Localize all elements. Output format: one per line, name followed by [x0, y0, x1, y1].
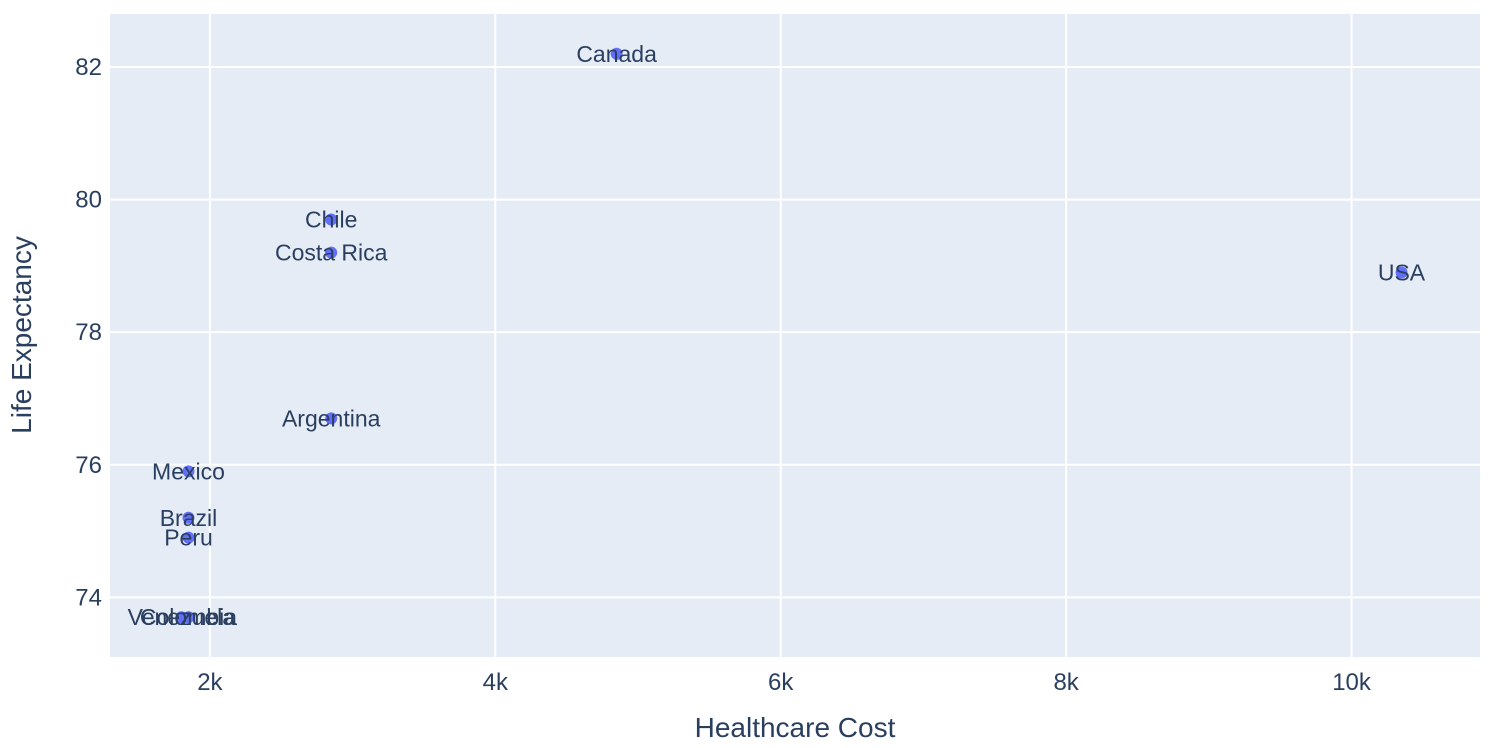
point-label: Mexico	[152, 458, 225, 484]
data-point	[610, 47, 623, 60]
y-tick-label: 78	[75, 319, 102, 346]
x-tick-label: 6k	[768, 669, 794, 696]
data-points	[175, 47, 1408, 624]
x-axis-title: Healthcare Cost	[695, 712, 896, 743]
point-label: Argentina	[282, 405, 381, 431]
x-tick-label: 2k	[197, 669, 223, 696]
data-point	[325, 412, 338, 425]
x-tick-label: 10k	[1332, 669, 1372, 696]
point-label: Costa Rica	[275, 240, 388, 266]
y-tick-label: 82	[75, 54, 102, 81]
grid-lines	[110, 14, 1480, 657]
point-label: Chile	[305, 206, 357, 232]
point-label: USA	[1378, 260, 1426, 286]
point-label: Brazil	[160, 505, 218, 531]
y-tick-label: 80	[75, 187, 102, 214]
y-tick-label: 74	[75, 584, 102, 611]
point-label: Colombia	[140, 604, 237, 630]
data-point	[182, 511, 195, 524]
point-labels: Canada Chile Costa Rica USA Argentina Mexico B…	[128, 41, 1426, 630]
data-point	[325, 213, 338, 226]
x-axis-ticks: 2k 4k 6k 8k 10k	[197, 669, 1372, 696]
data-point	[182, 465, 195, 478]
plot-background	[110, 14, 1480, 657]
point-label: Canada	[576, 41, 657, 67]
point-label: Venezuela	[128, 604, 236, 630]
y-axis-ticks: 74 76 78 80 82	[75, 54, 102, 611]
y-axis-title: Life Expectancy	[6, 236, 37, 434]
point-label: Peru	[164, 525, 213, 551]
data-point	[1395, 266, 1408, 279]
data-point	[325, 246, 338, 259]
x-tick-label: 4k	[483, 669, 509, 696]
data-point	[182, 531, 195, 544]
x-tick-label: 8k	[1053, 669, 1079, 696]
data-point	[182, 611, 195, 624]
y-tick-label: 76	[75, 452, 102, 479]
